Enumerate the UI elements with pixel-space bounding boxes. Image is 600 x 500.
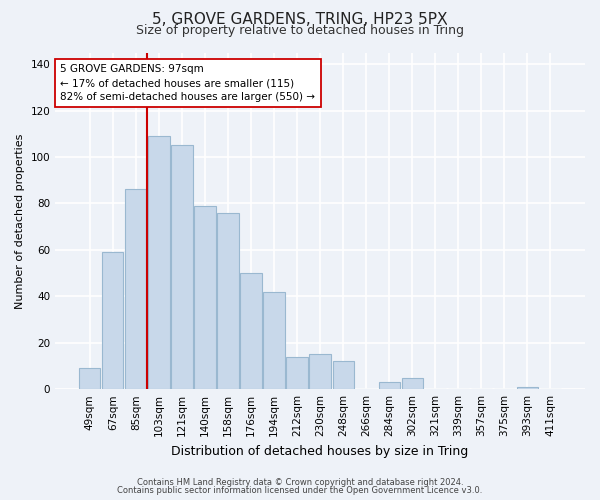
Text: 5 GROVE GARDENS: 97sqm
← 17% of detached houses are smaller (115)
82% of semi-de: 5 GROVE GARDENS: 97sqm ← 17% of detached… <box>61 64 316 102</box>
Bar <box>263 292 284 389</box>
Bar <box>332 362 353 389</box>
Bar <box>148 136 170 389</box>
Bar <box>194 206 215 389</box>
X-axis label: Distribution of detached houses by size in Tring: Distribution of detached houses by size … <box>172 444 469 458</box>
Bar <box>79 368 100 389</box>
Text: Contains HM Land Registry data © Crown copyright and database right 2024.: Contains HM Land Registry data © Crown c… <box>137 478 463 487</box>
Text: 5, GROVE GARDENS, TRING, HP23 5PX: 5, GROVE GARDENS, TRING, HP23 5PX <box>152 12 448 28</box>
Bar <box>172 146 193 389</box>
Text: Size of property relative to detached houses in Tring: Size of property relative to detached ho… <box>136 24 464 37</box>
Bar <box>401 378 423 389</box>
Bar <box>102 252 124 389</box>
Bar <box>310 354 331 389</box>
Bar <box>379 382 400 389</box>
Bar <box>241 273 262 389</box>
Bar <box>517 387 538 389</box>
Y-axis label: Number of detached properties: Number of detached properties <box>15 133 25 308</box>
Bar <box>217 212 239 389</box>
Bar <box>286 356 308 389</box>
Bar <box>125 190 146 389</box>
Text: Contains public sector information licensed under the Open Government Licence v3: Contains public sector information licen… <box>118 486 482 495</box>
